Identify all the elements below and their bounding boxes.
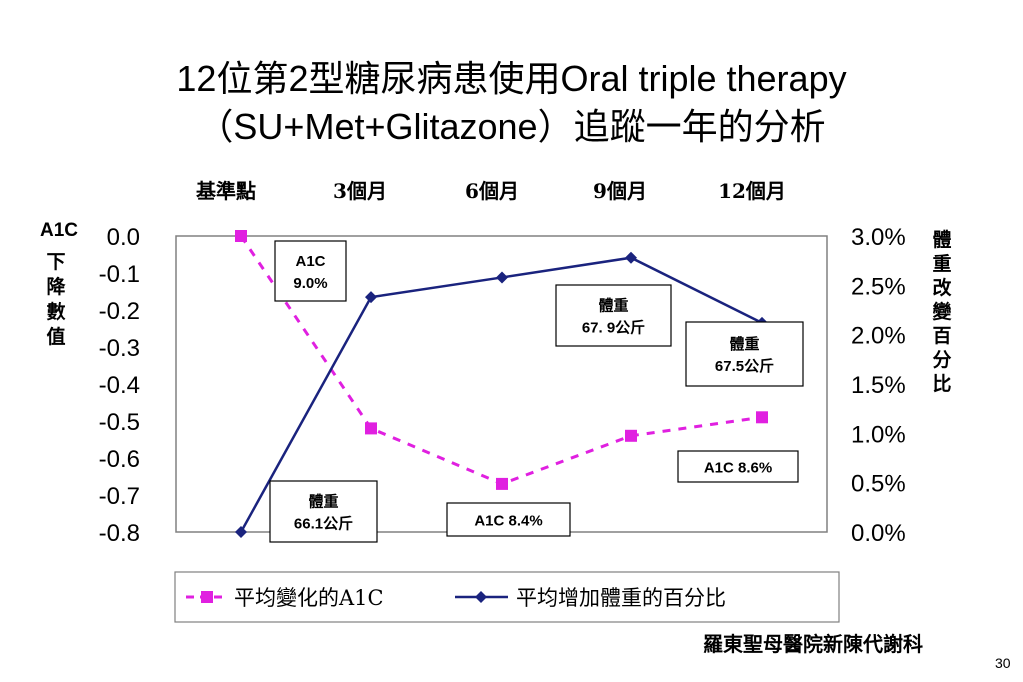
right-axis-char: 分 [932,349,951,371]
left-axis-char: 降 [46,275,66,298]
annotation-frame [685,321,804,387]
weight-point [496,271,508,284]
annotation-box: A1C 8.6% [677,450,799,483]
chart-title-line-2: （SU+Met+Glitazone）追蹤一年的分析 [197,106,826,147]
annotation-box: 體重 67.5公斤 [685,321,804,387]
left-tick-label: -0.8 [99,520,140,547]
left-axis-ticks: 0.0 -0.1 -0.2 -0.3 -0.4 -0.5 -0.6 -0.7 -0.8 [99,224,140,547]
right-axis-ticks: 3.0% 2.5% 2.0% 1.5% 1.0% 0.5% 0.0% [851,224,906,547]
a1c-point [235,230,247,242]
a1c-point [756,411,768,424]
left-axis-label-top: A1C [40,220,78,241]
weight-point [625,251,637,264]
right-axis-char: 體 [932,229,951,251]
annotation-text: 66.1公斤 [294,516,353,533]
left-tick-label: -0.6 [99,446,140,473]
right-axis-char: 百 [932,325,951,347]
right-axis-char: 改 [932,276,952,299]
weight-point [235,526,247,538]
period-label: 12個月 [718,179,786,203]
right-tick-label: 3.0% [851,224,906,251]
annotation-frame [274,240,347,302]
annotation-text: 67. 9公斤 [582,320,645,337]
annotation-text: 67.5公斤 [715,358,774,375]
period-label: 9個月 [593,179,647,203]
left-tick-label: -0.7 [99,483,140,510]
right-tick-label: 0.0% [851,520,906,547]
annotation-text: 9.0% [293,275,327,292]
annotation-frame [677,450,799,483]
legend-label-a1c: 平均變化的A1C [234,586,384,610]
annotation-box: 體重 67. 9公斤 [555,284,672,347]
left-tick-label: 0.0 [107,224,140,251]
annotation-frame [555,284,672,347]
annotation-text: A1C [295,253,325,270]
left-axis-char: 下 [46,251,65,273]
right-axis-char: 重 [932,253,951,275]
period-label: 6個月 [465,179,519,203]
annotation-box: A1C 8.4% [446,502,571,537]
legend-marker-a1c [201,591,213,603]
annotation-text: A1C 8.6% [704,460,772,477]
annotation-text: 體重 [308,493,338,511]
right-axis-char: 比 [932,373,951,395]
annotation-text: 體重 [729,335,759,353]
annotation-text: 體重 [598,297,628,315]
series-layer [235,230,768,538]
right-tick-label: 2.0% [851,323,906,350]
a1c-point [365,422,377,435]
annotation-box: A1C 9.0% [274,240,347,302]
weight-point [365,291,377,304]
legend: 平均變化的A1C 平均增加體重的百分比 [174,571,840,623]
annotation-frame [446,502,571,537]
chart-title-line-1: 12位第2型糖尿病患使用Oral triple therapy [176,58,847,99]
legend-label-weight: 平均增加體重的百分比 [516,586,726,610]
right-tick-label: 0.5% [851,471,906,498]
left-tick-label: -0.1 [99,261,140,288]
left-tick-label: -0.5 [99,409,140,436]
annotation-box: 體重 66.1公斤 [269,480,378,543]
right-tick-label: 1.0% [851,421,906,448]
annotation-layer: A1C 9.0% 體重 66.1公斤 A1C 8.4% 體重 67. 9公斤 A1C 8.6%… [269,240,804,543]
right-tick-label: 2.5% [851,273,906,300]
page-number: 30 [995,655,1011,671]
annotation-frame [269,480,378,543]
a1c-point [625,429,637,442]
period-label: 3個月 [333,179,387,203]
left-tick-label: -0.3 [99,335,140,362]
annotation-text: A1C 8.4% [474,513,542,530]
left-tick-label: -0.4 [99,372,140,399]
left-axis-char: 值 [46,325,65,348]
legend-marker-weight [475,591,487,603]
period-labels: 基準點 3個月 6個月 9個月 12個月 [196,179,786,203]
right-axis-char: 變 [932,300,952,323]
period-label: 基準點 [196,179,256,203]
a1c-point [496,477,508,490]
left-axis-char: 數 [46,301,65,323]
footer-institution: 羅東聖母醫院新陳代謝科 [703,632,923,656]
right-tick-label: 1.5% [851,372,906,399]
left-tick-label: -0.2 [99,298,140,325]
